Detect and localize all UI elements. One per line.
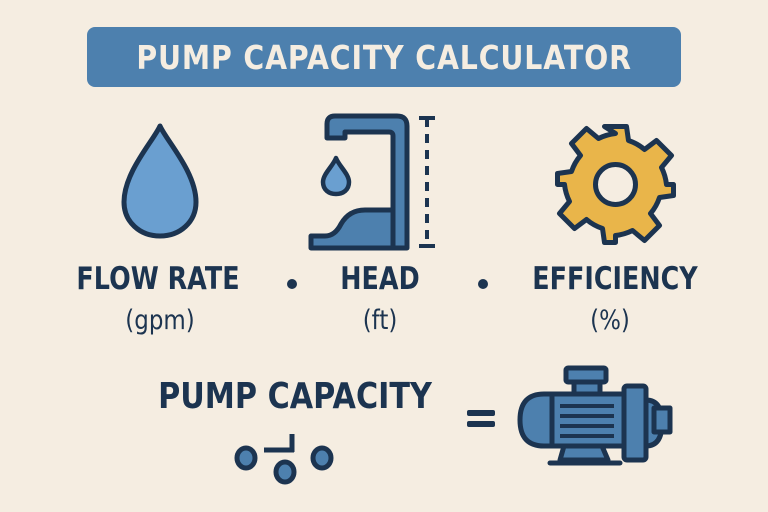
separator-dot	[478, 279, 488, 289]
division-drops-icon	[234, 434, 334, 485]
flow-rate-label: FLOW RATE	[76, 261, 240, 297]
gear-icon	[555, 124, 676, 245]
pump-motor-icon	[517, 365, 673, 466]
title-banner: PUMP CAPACITY CALCULATOR	[87, 27, 681, 87]
page-title: PUMP CAPACITY CALCULATOR	[136, 37, 632, 77]
separator-dot	[287, 279, 297, 289]
head-unit: (ft)	[362, 305, 398, 336]
head-label: HEAD	[340, 261, 420, 297]
efficiency-unit: (%)	[590, 305, 630, 336]
faucet-height-icon	[308, 113, 435, 251]
equals-icon	[467, 410, 495, 427]
pump-capacity-label: PUMP CAPACITY	[158, 376, 432, 417]
flow-rate-unit: (gpm)	[125, 305, 195, 336]
water-drop-icon	[121, 123, 199, 239]
efficiency-label: EFFICIENCY	[532, 261, 698, 297]
